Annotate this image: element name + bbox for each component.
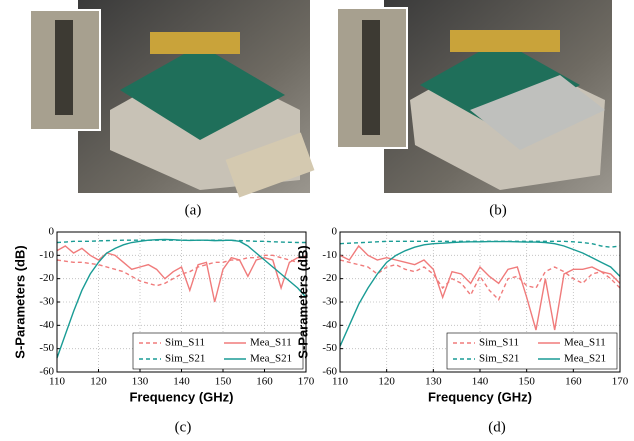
x-tick-label: 110 (49, 376, 66, 388)
y-axis-label: S-Parameters (dB) (295, 245, 310, 358)
legend-label: Sim_S11 (165, 337, 205, 349)
y-tick-label: -40 (39, 319, 54, 331)
y-tick-label: -20 (322, 272, 337, 284)
y-axis-label: S-Parameters (dB) (12, 245, 27, 358)
x-tick-label: 170 (298, 376, 315, 388)
y-tick-label: -20 (39, 272, 54, 284)
y-tick-label: 0 (49, 226, 55, 238)
y-tick-label: -10 (322, 249, 337, 261)
x-tick-label: 160 (256, 376, 273, 388)
x-axis-label: Frequency (GHz) (129, 389, 233, 404)
x-tick-label: 120 (90, 376, 107, 388)
y-tick-label: -30 (39, 296, 54, 308)
legend-label: Mea_S11 (564, 337, 606, 349)
x-tick-label: 130 (132, 376, 149, 388)
x-tick-label: 140 (173, 376, 190, 388)
photo-b (337, 0, 612, 193)
photo-a (30, 0, 314, 197)
y-tick-label: -30 (322, 296, 337, 308)
x-tick-label: 150 (518, 376, 535, 388)
x-tick-label: 120 (378, 376, 395, 388)
x-tick-label: 130 (425, 376, 442, 388)
y-tick-label: -40 (322, 319, 337, 331)
x-tick-label: 170 (612, 376, 629, 388)
y-tick-label: -10 (39, 249, 54, 261)
legend-label: Sim_S21 (479, 353, 519, 365)
caption: (c) (175, 419, 192, 435)
x-axis-label: Frequency (GHz) (428, 389, 532, 404)
y-tick-label: -50 (39, 342, 54, 354)
legend-label: Mea_S21 (564, 353, 606, 365)
x-tick-label: 150 (215, 376, 232, 388)
caption: (d) (488, 419, 506, 435)
legend-label: Mea_S11 (250, 337, 292, 349)
x-tick-label: 110 (332, 376, 349, 388)
caption: (b) (489, 202, 507, 218)
figure: (a) (b) 0-10-20-30-40-50-601101201301401… (0, 0, 634, 441)
x-tick-label: 160 (565, 376, 582, 388)
legend-label: Sim_S11 (479, 337, 519, 349)
y-tick-label: 0 (332, 226, 338, 238)
legend-label: Mea_S21 (250, 353, 292, 365)
x-tick-label: 140 (472, 376, 489, 388)
caption: (a) (185, 202, 202, 218)
y-tick-label: -50 (322, 342, 337, 354)
legend-label: Sim_S21 (165, 353, 205, 365)
